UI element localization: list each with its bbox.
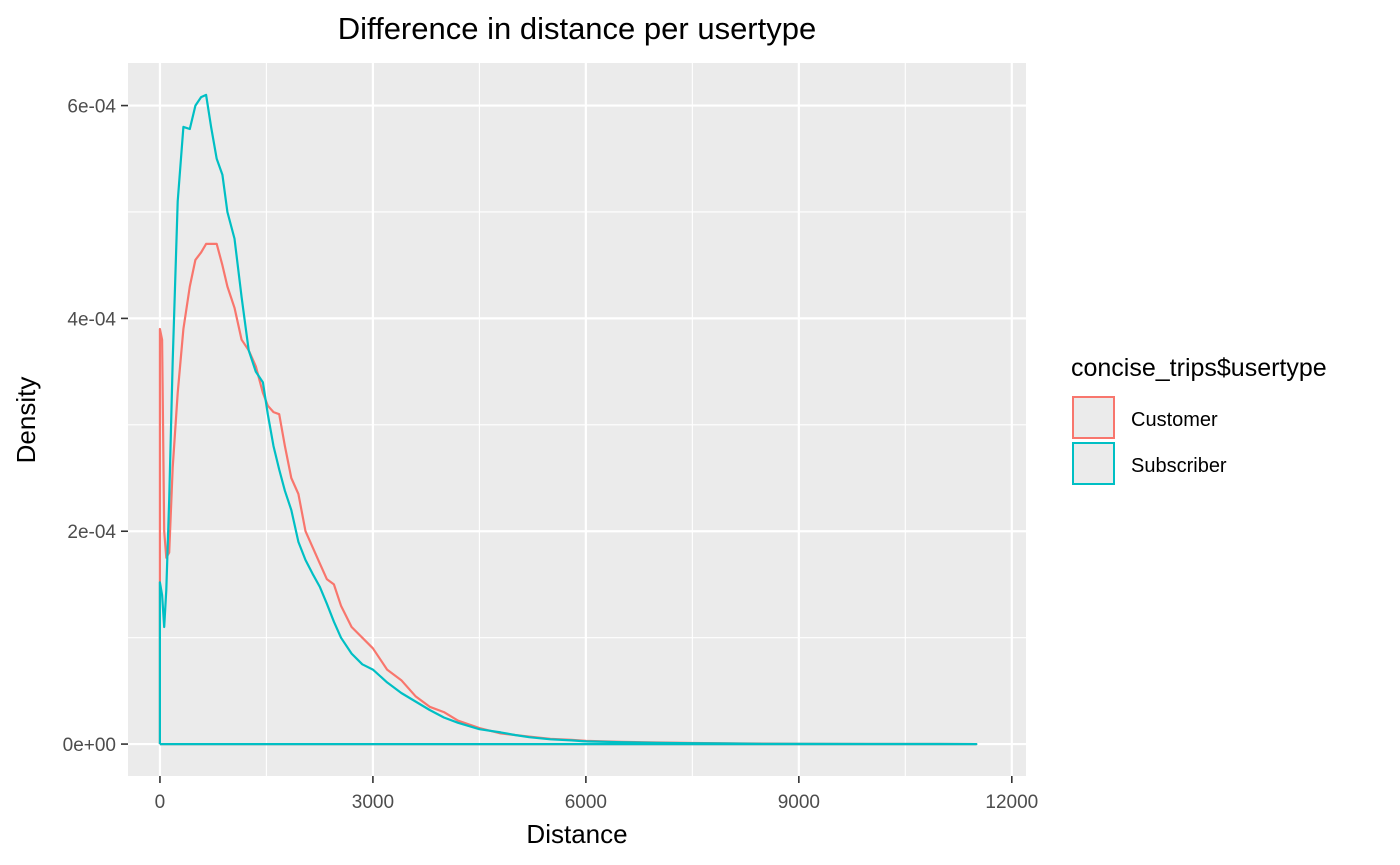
y-tick-label: 6e-04 <box>67 97 116 118</box>
legend-item-subscriber: Subscriber <box>1072 442 1227 485</box>
legend-label-customer: Customer <box>1131 409 1218 431</box>
legend-title: concise_trips$usertype <box>1071 354 1327 382</box>
x-tick-label: 9000 <box>778 792 820 813</box>
legend: concise_trips$usertype Customer Subscrib… <box>1071 354 1327 485</box>
y-axis-ticks: 0e+00 2e-04 4e-04 6e-04 <box>63 97 128 756</box>
legend-label-subscriber: Subscriber <box>1131 455 1227 477</box>
x-tick-label: 6000 <box>565 792 607 813</box>
y-tick-label: 2e-04 <box>67 522 116 543</box>
y-tick-label: 4e-04 <box>67 309 116 330</box>
series-lines <box>158 93 978 746</box>
x-tick-label: 3000 <box>352 792 394 813</box>
minor-gridlines <box>128 63 1026 776</box>
y-tick-label: 0e+00 <box>63 735 116 756</box>
plot-panel <box>128 63 1026 776</box>
y-axis-title: Density <box>11 377 41 464</box>
x-tick-label: 0 <box>155 792 166 813</box>
series-line-subscriber <box>158 93 978 746</box>
legend-key-customer <box>1072 396 1115 439</box>
x-axis-title: Distance <box>526 819 627 849</box>
chart-title: Difference in distance per usertype <box>338 11 816 46</box>
legend-item-customer: Customer <box>1072 396 1218 439</box>
legend-key-subscriber <box>1072 442 1115 485</box>
x-tick-label: 12000 <box>985 792 1038 813</box>
x-axis-ticks: 0 3000 6000 9000 12000 <box>155 776 1038 813</box>
